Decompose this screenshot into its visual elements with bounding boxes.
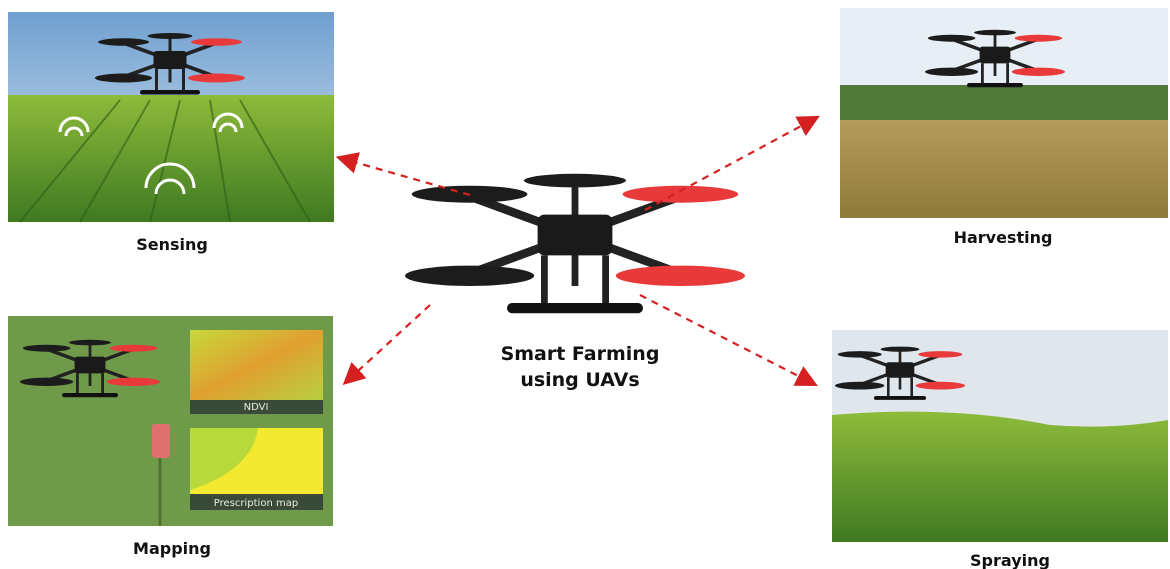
diagram: Sensing Harvesting NDVI Prescription map… [0, 0, 1170, 569]
spraying-panel [832, 330, 1168, 542]
mapping-panel [8, 316, 333, 526]
panel-label: Mapping [133, 539, 211, 558]
inset-label: NDVI [244, 402, 269, 413]
panel-label: Harvesting [954, 228, 1053, 247]
center-drone [405, 174, 745, 313]
panel-label: Sensing [136, 235, 208, 254]
sensing-panel [8, 12, 334, 222]
center-title: Smart Farming [501, 343, 660, 365]
center-title: using UAVs [520, 369, 639, 391]
harvesting-panel [840, 8, 1168, 218]
inset-label: Prescription map [214, 498, 298, 509]
arrow [640, 295, 814, 384]
panel-label: Spraying [970, 551, 1050, 569]
arrow [346, 305, 430, 382]
